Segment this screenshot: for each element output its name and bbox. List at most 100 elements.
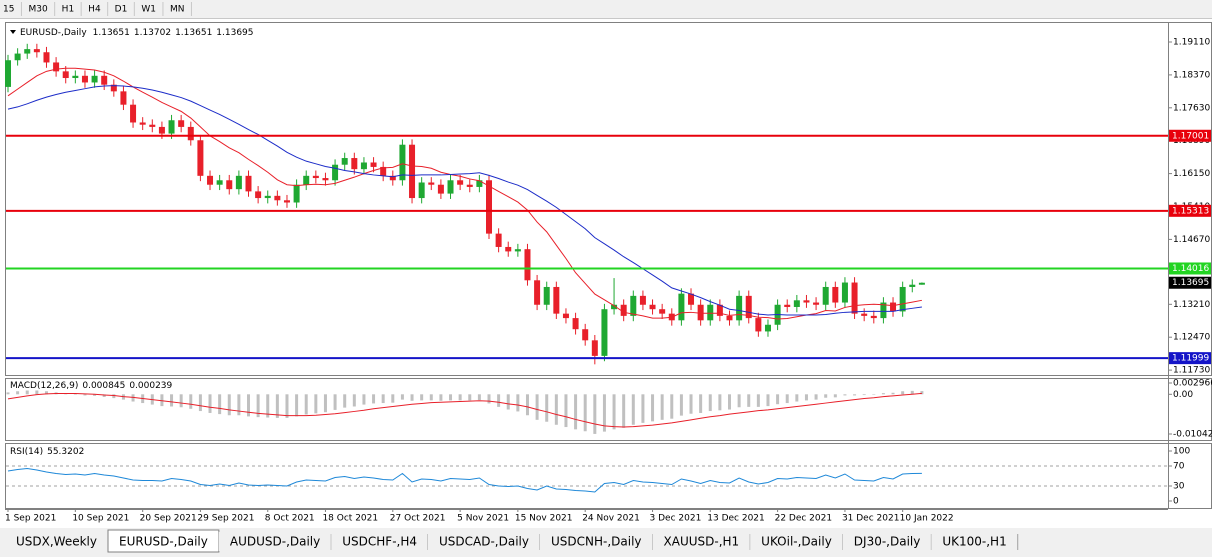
candle-body — [707, 304, 714, 321]
timeframe-label[interactable]: H1 — [62, 5, 75, 15]
candle-body — [120, 91, 127, 105]
macd-bar — [920, 391, 924, 395]
candle-body — [245, 175, 252, 192]
symbol: EURUSD-,Daily — [20, 28, 87, 38]
x-tick-label: 18 Oct 2021 — [322, 514, 378, 524]
candle-body — [534, 280, 541, 305]
macd-bar — [102, 394, 106, 397]
tab[interactable]: AUDUSD-,Daily — [218, 532, 332, 551]
price-tag-label: 1.13695 — [1172, 278, 1209, 288]
tab-bg[interactable] — [750, 532, 843, 551]
tab-label[interactable]: USDX,Weekly — [16, 535, 97, 549]
tab-bg[interactable] — [331, 532, 428, 551]
timeframe-button[interactable]: MN — [170, 2, 192, 16]
tab[interactable]: USDX,Weekly — [5, 532, 109, 551]
macd-bar — [901, 391, 905, 395]
timeframe-button[interactable]: H1 — [62, 2, 82, 16]
timeframe-label[interactable]: MN — [170, 5, 185, 15]
macd-bar — [756, 394, 760, 407]
macd-bar — [853, 394, 857, 396]
candle-body — [736, 295, 743, 321]
tab[interactable]: EURUSD-,Daily — [107, 529, 220, 553]
timeframe-button[interactable]: M30 — [28, 2, 56, 16]
price-tag — [1169, 276, 1211, 289]
tab-label[interactable]: UKOil-,Daily — [761, 535, 832, 549]
candle-body — [110, 84, 117, 92]
level-tag-label: 1.17001 — [1172, 131, 1209, 141]
tab[interactable]: USDCNH-,Daily — [539, 532, 654, 551]
candle-body — [418, 182, 425, 199]
timeframe-button[interactable]: D1 — [115, 2, 135, 16]
tab-bg[interactable] — [652, 532, 751, 551]
timeframe-label[interactable]: D1 — [115, 5, 128, 15]
tab[interactable]: USDCAD-,Daily — [428, 532, 541, 551]
tab-label[interactable]: USDCAD-,Daily — [439, 535, 529, 549]
macd-bar — [449, 394, 453, 401]
timeframe-button[interactable]: 15 — [3, 2, 22, 16]
macd-bar — [843, 394, 847, 396]
macd-bar — [160, 394, 164, 407]
macd-bar — [728, 394, 731, 410]
y-tick-label: 30 — [1173, 482, 1185, 492]
candle-body — [591, 340, 598, 356]
candle-body — [630, 295, 637, 316]
candle-body — [235, 175, 242, 190]
macd-bar — [73, 394, 77, 395]
macd-bar — [554, 394, 558, 425]
tab-bg[interactable] — [539, 532, 653, 551]
timeframe-button[interactable]: H4 — [88, 2, 109, 16]
x-tick-label: 3 Dec 2021 — [650, 514, 702, 524]
candle-body — [264, 195, 271, 199]
macd-bar — [612, 394, 616, 430]
macd-bar — [410, 394, 414, 401]
tab-label[interactable]: AUDUSD-,Daily — [230, 535, 320, 549]
tab-label[interactable]: UK100-,H1 — [942, 535, 1006, 549]
tab-label[interactable]: EURUSD-,Daily — [119, 535, 208, 549]
tab-bg[interactable] — [842, 532, 932, 551]
timeframe-label[interactable]: H4 — [88, 5, 101, 15]
x-tick-label: 20 Sep 2021 — [140, 514, 197, 524]
timeframe-label[interactable]: 15 — [3, 5, 14, 15]
y-tick-label: 70 — [1173, 462, 1185, 472]
macd-bar — [477, 394, 481, 401]
tab-label[interactable]: DJ30-,Daily — [854, 535, 921, 549]
tab-label[interactable]: USDCNH-,Daily — [551, 535, 642, 549]
tab[interactable]: UKOil-,Daily — [750, 532, 844, 551]
macd-bar — [362, 394, 366, 405]
candle-body — [14, 53, 21, 61]
timeframe-label[interactable]: W1 — [141, 5, 156, 15]
candle-body — [861, 313, 868, 316]
candle-body — [543, 286, 550, 305]
x-tick-label: 27 Oct 2021 — [390, 514, 446, 524]
level-tag-label: 1.11999 — [1172, 354, 1209, 364]
macd-bar — [641, 394, 645, 423]
macd-bar — [304, 394, 308, 415]
toolbar-bg — [0, 0, 1212, 18]
level-tag-label: 1.14016 — [1172, 264, 1209, 274]
tab-bg[interactable] — [931, 532, 1018, 551]
candle-body — [582, 329, 589, 341]
tab-bg[interactable] — [428, 532, 540, 551]
y-tick-label: 1.13210 — [1173, 300, 1210, 310]
candle-body — [899, 286, 906, 312]
macd-bar — [314, 394, 318, 414]
tab[interactable]: USDCHF-,H4 — [331, 532, 429, 551]
tab-bg[interactable] — [218, 532, 332, 551]
tab-label[interactable]: USDCHF-,H4 — [342, 535, 417, 549]
macd-bar — [718, 394, 722, 411]
timeframe-button[interactable]: W1 — [141, 2, 164, 16]
candle-body — [53, 62, 60, 72]
tab[interactable]: XAUUSD-,H1 — [652, 532, 751, 551]
macd-bar — [352, 394, 356, 407]
ohlc-low: 1.13651 — [175, 28, 212, 38]
macd-bar — [747, 394, 751, 407]
tab[interactable]: UK100-,H1 — [931, 532, 1019, 551]
tab[interactable]: DJ30-,Daily — [842, 532, 932, 551]
timeframe-label[interactable]: M30 — [28, 5, 47, 15]
main-header: EURUSD-,Daily 1.13651 1.13702 1.13651 1.1369… — [20, 28, 254, 38]
ohlc-close: 1.13695 — [216, 28, 253, 38]
macd-bar — [439, 394, 443, 401]
tab-bg[interactable] — [5, 532, 108, 551]
x-tick-label: 22 Dec 2021 — [775, 514, 833, 524]
tab-label[interactable]: XAUUSD-,H1 — [664, 535, 740, 549]
